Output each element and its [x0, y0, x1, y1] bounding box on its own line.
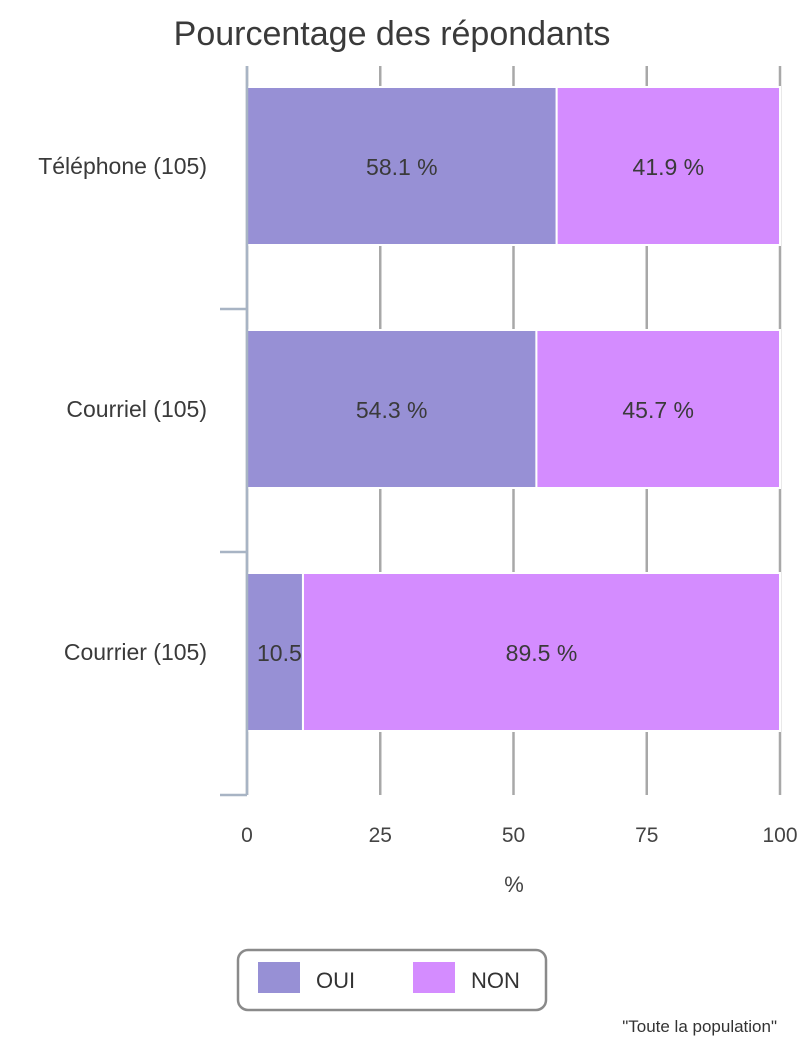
bars: 58.1 % 41.9 %54.3 % 45.7 %10.5 % 89.5 % — [246, 86, 781, 732]
legend: OUI NON — [236, 948, 548, 1012]
x-tick-label-50: 50 — [502, 824, 525, 847]
category-label-0: Téléphone (105) — [38, 153, 207, 179]
chart-title: Pourcentage des répondants — [174, 15, 611, 53]
legend-swatch-oui — [258, 962, 300, 993]
x-tick-label-25: 25 — [369, 824, 392, 847]
category-label-1: Courriel (105) — [66, 396, 207, 422]
bar-non-0 — [555, 86, 781, 246]
bar-oui-2 — [246, 572, 304, 732]
bar-oui-0 — [246, 86, 558, 246]
bar-label-non-1: 45.7 % — [622, 397, 694, 423]
category-label-2: Courrier (105) — [64, 639, 207, 665]
bar-non-1 — [535, 329, 781, 489]
legend-label-oui: OUI — [316, 968, 355, 993]
bar-oui-1 — [246, 329, 538, 489]
footnote: "Toute la population" — [622, 1017, 777, 1036]
legend-frame — [236, 948, 548, 1012]
bar-label-non-0: 41.9 % — [633, 154, 705, 180]
x-tick-label-100: 100 — [762, 824, 797, 847]
x-tick-label-75: 75 — [635, 824, 658, 847]
x-axis-label: % — [504, 872, 524, 897]
axes: 0 25 50 75 100 Téléphone (105) Courriel (105) C… — [38, 66, 798, 847]
bar-non-2 — [301, 572, 781, 732]
x-tick-label-0: 0 — [241, 824, 253, 847]
legend-swatch-non — [413, 962, 455, 993]
bar-label-oui-1: 54.3 % — [356, 397, 428, 423]
legend-label-non: NON — [471, 968, 520, 993]
bar-label-oui-0: 58.1 % — [366, 154, 438, 180]
bar-label-non-2: 89.5 % — [506, 640, 578, 666]
